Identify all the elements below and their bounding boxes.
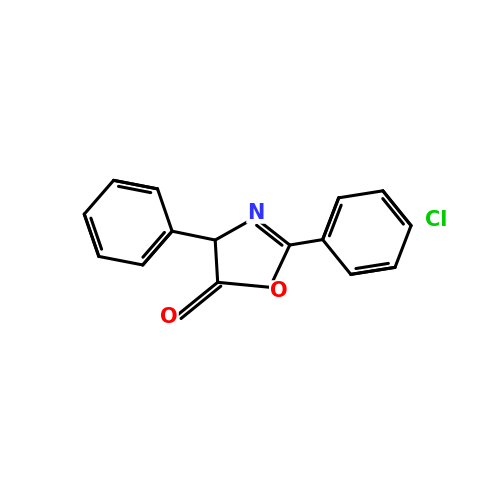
Text: O: O bbox=[270, 282, 287, 302]
Text: Cl: Cl bbox=[425, 210, 448, 230]
Text: N: N bbox=[248, 202, 264, 222]
Text: O: O bbox=[160, 307, 178, 327]
